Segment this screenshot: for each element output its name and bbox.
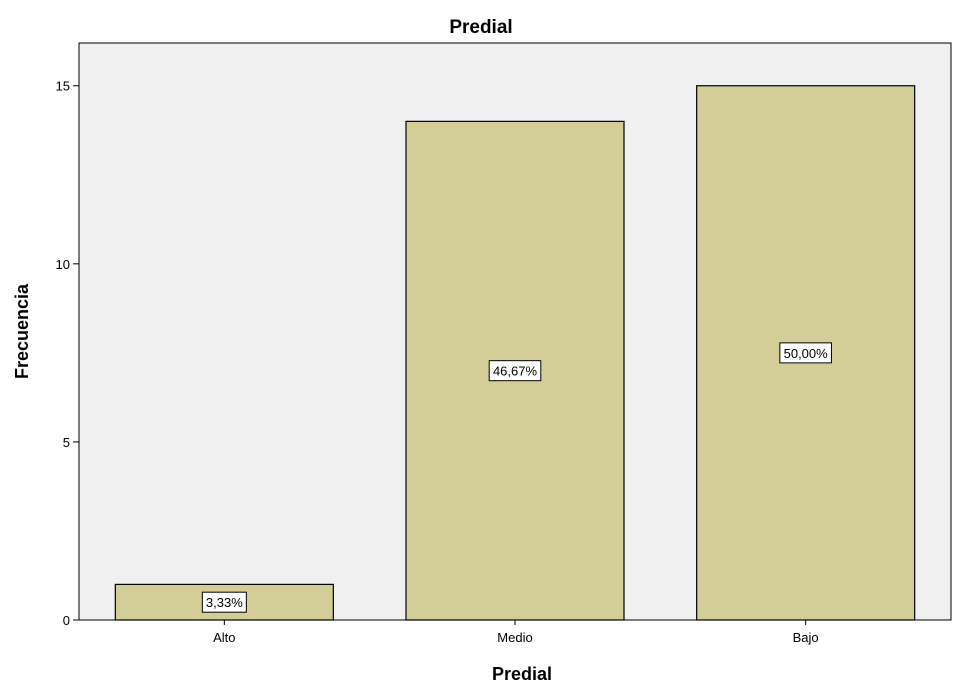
data-label: 3,33% bbox=[201, 591, 247, 613]
x-tick-label: Bajo bbox=[793, 630, 819, 645]
x-axis: Alto Medio Bajo bbox=[79, 619, 951, 645]
data-label-text: 50,00% bbox=[784, 346, 829, 361]
x-tick-label: Medio bbox=[497, 630, 532, 645]
data-label-box bbox=[488, 360, 542, 382]
y-axis: 0 5 10 15 bbox=[56, 43, 80, 628]
data-label: 46,67% bbox=[488, 360, 542, 382]
x-tick-label: Alto bbox=[213, 630, 235, 645]
data-label-box bbox=[201, 591, 247, 613]
y-tick-label: 5 bbox=[63, 435, 70, 450]
data-label-text: 46,67% bbox=[493, 364, 538, 379]
y-tick-label: 15 bbox=[56, 79, 70, 94]
chart-title: Predial bbox=[449, 17, 512, 38]
data-label: 50,00% bbox=[779, 342, 832, 364]
data-label-box bbox=[779, 342, 832, 364]
x-axis-label: Predial bbox=[492, 664, 552, 682]
data-label-text: 3,33% bbox=[206, 595, 243, 610]
y-axis-label: Frecuencia bbox=[12, 283, 32, 379]
y-tick-label: 10 bbox=[56, 257, 70, 272]
data-labels-group: 3,33% 46,67% 50,00% bbox=[201, 342, 832, 613]
y-tick-label: 0 bbox=[63, 613, 70, 628]
